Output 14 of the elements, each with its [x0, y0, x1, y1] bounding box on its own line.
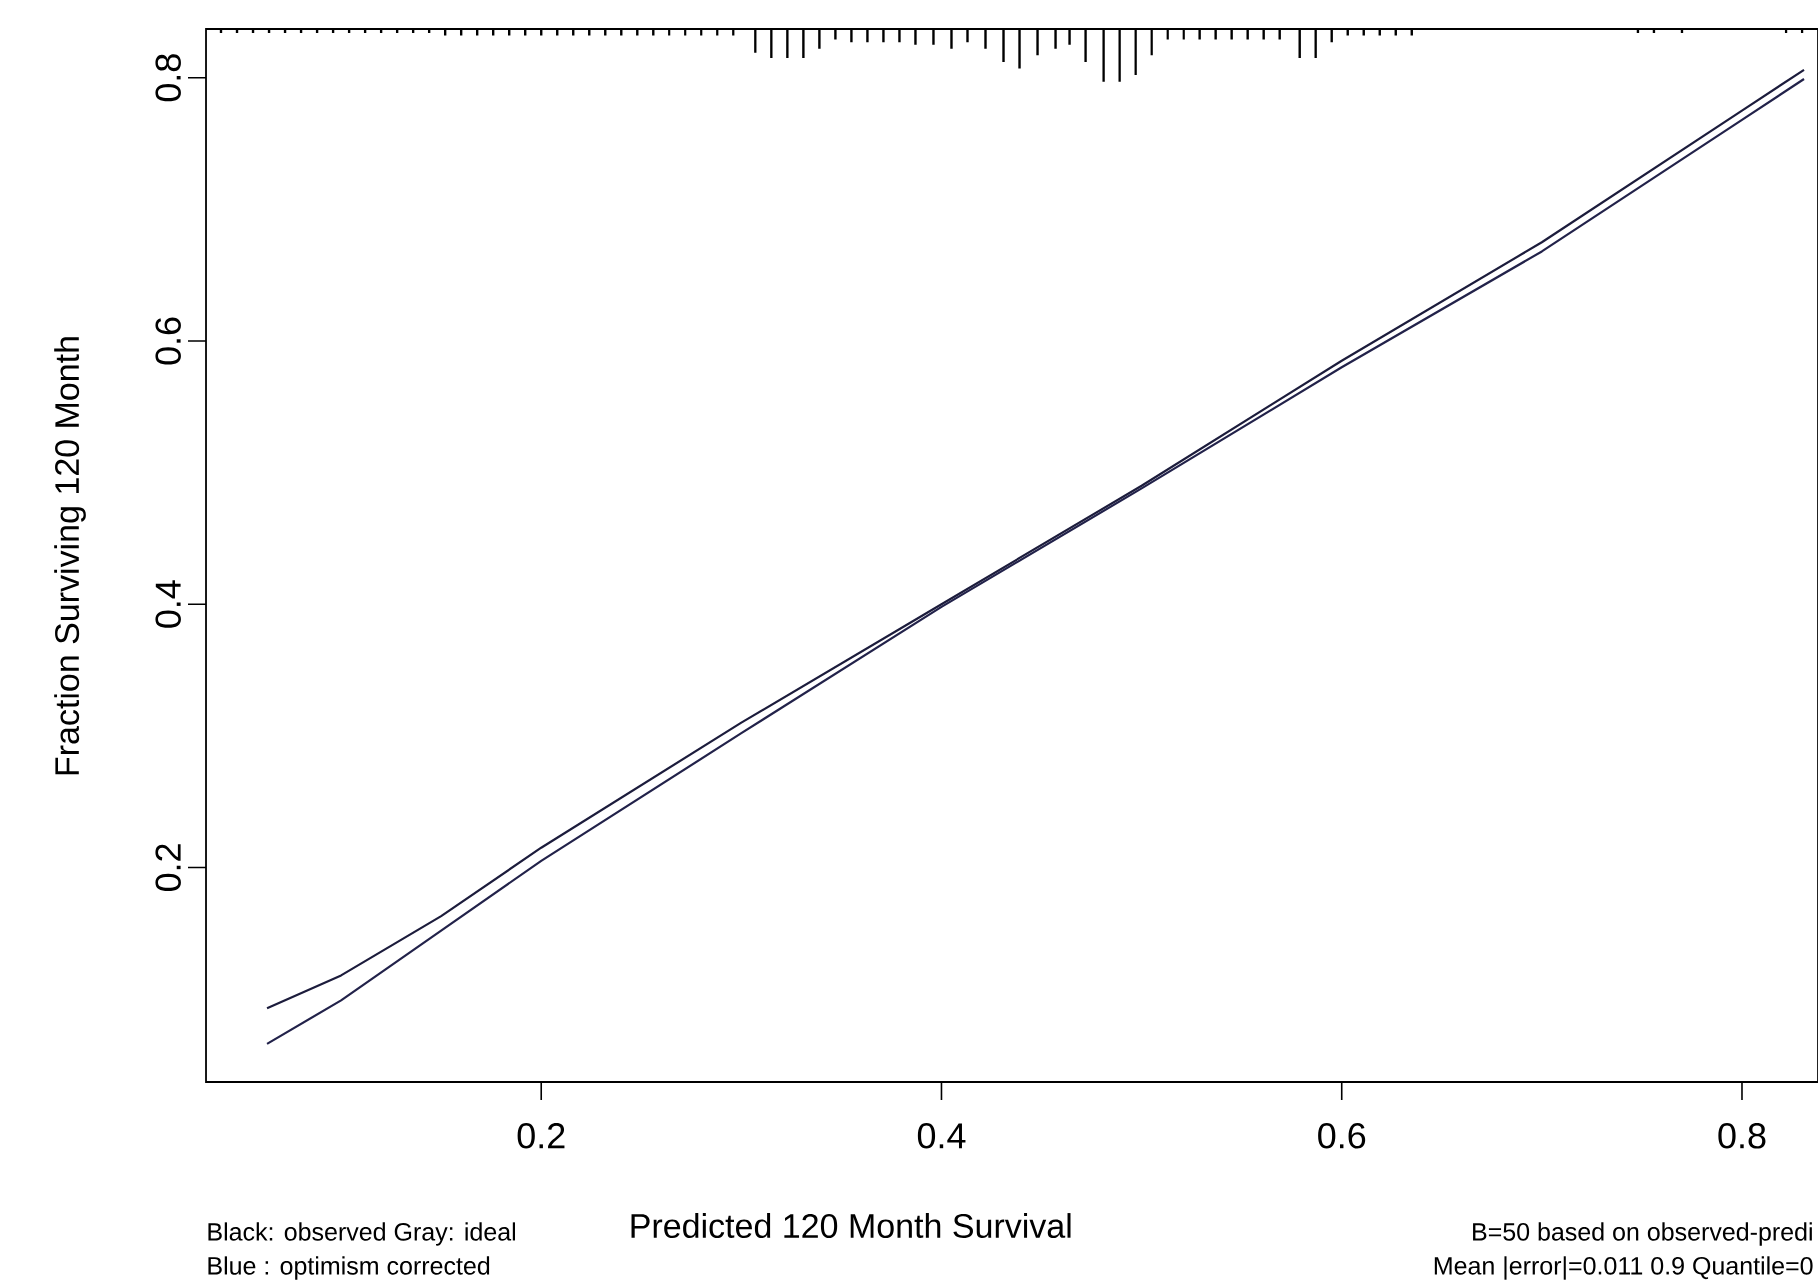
text: Black: observed Gray: ideal: [208, 1222, 516, 1246]
y-tick-label: 0.4: [155, 580, 181, 628]
text: Blue : optimism corrected: [208, 1256, 490, 1280]
x-axis-title: Predicted 120 Month Survival: [631, 1213, 1071, 1239]
y-axis-title: Fraction Surviving 120 Month: [54, 337, 86, 775]
y-tick-label: 0.6: [155, 317, 181, 365]
x-tick-label: 0.6: [1318, 1123, 1366, 1149]
x-tick-label: 0.4: [917, 1123, 966, 1149]
y-tick-label: 0.8: [155, 54, 181, 102]
y-tick-label: 0.2: [155, 844, 181, 892]
text: B=50 based on observed-predi: [1473, 1222, 1812, 1246]
x-tick-label: 0.2: [517, 1123, 565, 1149]
text: Mean |error|=0.011 0.9 Quantile=0: [1434, 1256, 1813, 1280]
x-tick-label: 0.8: [1718, 1123, 1766, 1149]
